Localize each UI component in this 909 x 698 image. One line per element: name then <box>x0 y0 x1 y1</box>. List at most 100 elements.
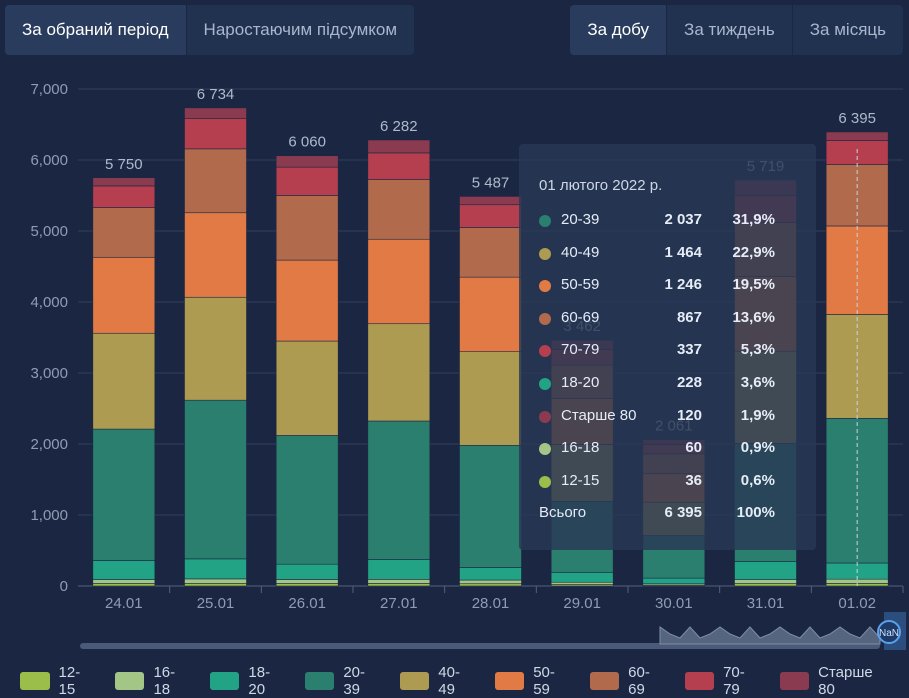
tooltip-row: 60-69 867 13,6% <box>539 309 799 331</box>
navigator-series-area <box>659 626 881 645</box>
tooltip-value: 2 037 <box>664 211 702 228</box>
y-tick-label: 7,000 <box>30 81 68 98</box>
bar-segment <box>459 351 522 446</box>
y-tick-label: 4,000 <box>30 294 68 311</box>
bar-segment <box>275 579 339 584</box>
legend-item[interactable]: 16-18 <box>114 664 189 698</box>
legend-item[interactable]: 50-59 <box>494 664 569 698</box>
bar-segment <box>275 259 339 342</box>
series-dot-icon <box>539 215 551 227</box>
bar-segment <box>275 166 339 196</box>
bar-segment <box>92 332 156 430</box>
tooltip-percent: 1,9% <box>740 406 775 424</box>
granularity-tabs: За добу За тиждень За місяць <box>570 5 903 55</box>
tooltip-series-name: 40-49 <box>561 243 600 261</box>
bar-segment <box>184 118 247 150</box>
bar-segment <box>367 559 431 580</box>
tooltip-percent: 100% <box>736 504 775 522</box>
bar-total-label: 5 487 <box>472 174 510 191</box>
navigator-handle-label: NaN <box>879 628 899 639</box>
tooltip-percent: 3,6% <box>740 374 775 391</box>
bar-segment <box>550 581 614 585</box>
bar-segment <box>92 177 156 187</box>
bar-segment <box>184 578 247 584</box>
x-tick-label: 01.02 <box>838 595 876 612</box>
x-tick-label: 30.01 <box>655 595 693 612</box>
bar-segment <box>92 428 156 561</box>
legend-swatch-icon <box>494 672 525 690</box>
bar-segment <box>825 131 889 141</box>
bar-segment <box>275 195 339 261</box>
bar-segment <box>734 583 797 587</box>
tab-weekly[interactable]: За тиждень <box>667 5 793 55</box>
bar-segment <box>275 435 339 565</box>
bar-segment <box>367 323 431 422</box>
tooltip-percent: 5,3% <box>740 341 775 359</box>
bar-segment <box>275 563 339 580</box>
y-tick-label: 2,000 <box>30 436 68 453</box>
tab-cumulative[interactable]: Наростаючим підсумком <box>203 20 398 39</box>
bar-segment <box>367 238 431 325</box>
tooltip-percent: 0,6% <box>740 471 775 489</box>
tooltip-percent: 0,9% <box>740 439 775 457</box>
tooltip-total-row: Всього 6 395 100% <box>539 504 799 526</box>
legend-item[interactable]: 40-49 <box>399 664 474 698</box>
bar-segment <box>459 567 522 581</box>
bar-segment <box>184 583 247 587</box>
tooltip-row: 70-79 337 5,3% <box>539 341 799 363</box>
tooltip-value: 120 <box>676 406 702 424</box>
y-tick-label: 0 <box>60 578 68 595</box>
bar-segment <box>367 139 431 154</box>
bar-segment <box>825 418 889 564</box>
bar-segment <box>184 558 247 580</box>
bar-segment <box>367 583 431 587</box>
tooltip-value: 1 464 <box>664 243 702 261</box>
tooltip-series-name: 60-69 <box>561 308 600 326</box>
bar-segment <box>367 152 431 180</box>
legend-item[interactable]: 18-20 <box>209 664 284 698</box>
bar-segment <box>367 579 431 584</box>
bar-segment <box>275 155 339 168</box>
bar-segment <box>92 207 156 258</box>
legend-swatch-icon <box>684 672 715 690</box>
bar-total-label: 6 282 <box>380 118 418 135</box>
series-dot-icon <box>539 345 551 358</box>
legend-label: 16-18 <box>153 664 176 698</box>
legend-item[interactable]: 20-39 <box>304 664 379 698</box>
x-tick-label: 28.01 <box>472 595 510 612</box>
period-tabs: За обраний період Наростаючим підсумком <box>5 5 415 55</box>
legend-label: Старше 80 <box>818 664 873 698</box>
tooltip-series-name: Всього <box>539 504 587 522</box>
tab-monthly[interactable]: За місяць <box>809 20 886 39</box>
bar-segment <box>184 212 247 298</box>
bar-segment <box>550 571 614 583</box>
tooltip-row: 18-20 228 3,6% <box>539 374 799 396</box>
legend-item[interactable]: 12-15 <box>20 664 94 698</box>
legend-swatch-icon <box>589 672 620 690</box>
tab-selected-period[interactable]: За обраний період <box>5 5 187 55</box>
legend-label: 20-39 <box>343 664 366 698</box>
series-dot-icon <box>539 312 551 325</box>
bar-segment <box>92 185 156 208</box>
legend-item[interactable]: Старше 80 <box>779 664 888 698</box>
bar-segment <box>92 583 156 587</box>
tab-daily[interactable]: За добу <box>570 5 668 55</box>
legend-item[interactable]: 70-79 <box>684 664 759 698</box>
bar-segment <box>459 227 522 278</box>
bar-total-label: 6 734 <box>197 86 235 103</box>
tooltip-percent: 19,5% <box>732 276 775 294</box>
tooltip-percent: 22,9% <box>732 243 775 261</box>
bar-segment <box>459 583 522 587</box>
bar-segment <box>734 561 797 580</box>
legend-swatch-icon <box>114 672 145 690</box>
bar-segment <box>734 579 797 584</box>
tooltip-series-name: Старше 80 <box>561 406 637 424</box>
tooltip-percent: 13,6% <box>732 308 775 326</box>
tooltip-series-name: 16-18 <box>561 439 600 457</box>
bar-segment <box>184 107 247 119</box>
legend-item[interactable]: 60-69 <box>589 664 664 698</box>
legend-swatch-icon <box>399 672 430 690</box>
tooltip-series-name: 12-15 <box>561 471 600 489</box>
series-dot-icon <box>539 443 551 456</box>
bar-segment <box>184 399 247 560</box>
